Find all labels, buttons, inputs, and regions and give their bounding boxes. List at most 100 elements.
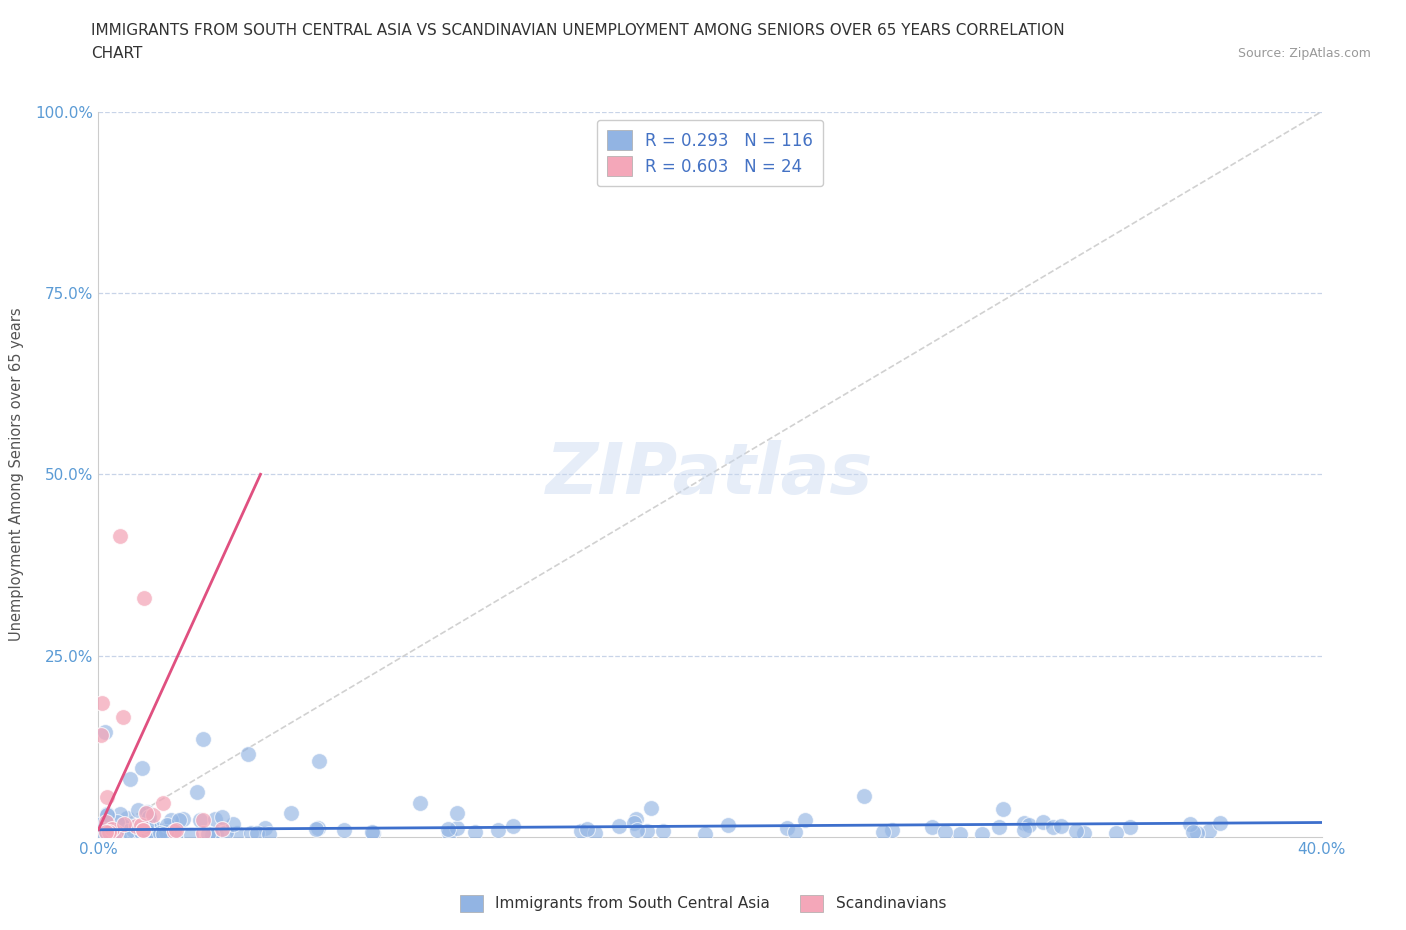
Point — [165, 826, 187, 841]
Point — [308, 753, 330, 768]
Point — [1032, 815, 1054, 830]
Point — [122, 822, 145, 837]
Point — [575, 822, 598, 837]
Point — [131, 822, 153, 837]
Point — [972, 827, 994, 842]
Point — [155, 817, 177, 832]
Point — [131, 818, 153, 833]
Point — [96, 808, 118, 823]
Point — [129, 825, 152, 840]
Point — [785, 824, 807, 839]
Point — [108, 828, 131, 843]
Point — [1118, 819, 1140, 834]
Point — [152, 796, 174, 811]
Point — [149, 823, 172, 838]
Point — [1105, 826, 1128, 841]
Point — [583, 826, 606, 841]
Point — [502, 818, 524, 833]
Point — [236, 746, 259, 761]
Point — [226, 825, 249, 840]
Point — [569, 823, 592, 838]
Point — [117, 824, 139, 839]
Point — [142, 826, 165, 841]
Point — [626, 822, 648, 837]
Point — [112, 817, 135, 831]
Point — [160, 813, 183, 828]
Text: Source: ZipAtlas.com: Source: ZipAtlas.com — [1237, 46, 1371, 60]
Point — [132, 822, 155, 837]
Point — [91, 696, 114, 711]
Point — [626, 812, 648, 827]
Point — [197, 827, 219, 842]
Point — [1181, 825, 1204, 840]
Point — [215, 825, 238, 840]
Point — [211, 821, 233, 836]
Point — [110, 806, 132, 821]
Point — [115, 810, 138, 825]
Point — [150, 827, 173, 842]
Point — [1209, 816, 1232, 830]
Point — [363, 826, 385, 841]
Point — [90, 826, 112, 841]
Point — [1073, 826, 1095, 841]
Point — [446, 821, 468, 836]
Point — [155, 825, 177, 840]
Point — [717, 817, 740, 832]
Point — [360, 824, 382, 839]
Point — [211, 810, 233, 825]
Point — [949, 827, 972, 842]
Point — [607, 818, 630, 833]
Point — [145, 827, 167, 842]
Text: CHART: CHART — [91, 46, 143, 61]
Point — [191, 813, 214, 828]
Point — [129, 827, 152, 842]
Point — [100, 826, 122, 841]
Text: IMMIGRANTS FROM SOUTH CENTRAL ASIA VS SCANDINAVIAN UNEMPLOYMENT AMONG SENIORS OV: IMMIGRANTS FROM SOUTH CENTRAL ASIA VS SC… — [91, 23, 1064, 38]
Point — [934, 825, 956, 840]
Point — [135, 806, 157, 821]
Point — [93, 724, 115, 739]
Point — [191, 826, 214, 841]
Point — [180, 827, 202, 842]
Point — [136, 825, 159, 840]
Point — [138, 819, 160, 834]
Point — [111, 817, 134, 832]
Point — [1178, 817, 1201, 831]
Point — [1198, 823, 1220, 838]
Point — [464, 825, 486, 840]
Point — [155, 827, 177, 842]
Point — [1014, 822, 1036, 837]
Point — [201, 827, 224, 842]
Point — [872, 824, 894, 839]
Point — [186, 785, 208, 800]
Point — [125, 818, 148, 833]
Point — [135, 818, 157, 833]
Point — [105, 815, 128, 830]
Point — [852, 789, 875, 804]
Point — [259, 827, 281, 842]
Point — [188, 813, 211, 828]
Point — [280, 805, 302, 820]
Point — [446, 805, 468, 820]
Point — [172, 811, 194, 826]
Point — [142, 808, 165, 823]
Point — [1012, 816, 1035, 830]
Point — [640, 801, 662, 816]
Point — [623, 816, 645, 830]
Point — [94, 814, 117, 829]
Point — [166, 823, 188, 838]
Point — [152, 827, 174, 842]
Point — [652, 823, 675, 838]
Point — [111, 710, 134, 724]
Point — [149, 826, 172, 841]
Point — [1018, 817, 1040, 832]
Point — [1064, 823, 1087, 838]
Point — [205, 826, 228, 841]
Point — [90, 728, 112, 743]
Point — [305, 822, 328, 837]
Point — [98, 824, 121, 839]
Point — [987, 819, 1010, 834]
Y-axis label: Unemployment Among Seniors over 65 years: Unemployment Among Seniors over 65 years — [10, 308, 24, 641]
Point — [163, 823, 186, 838]
Point — [118, 772, 141, 787]
